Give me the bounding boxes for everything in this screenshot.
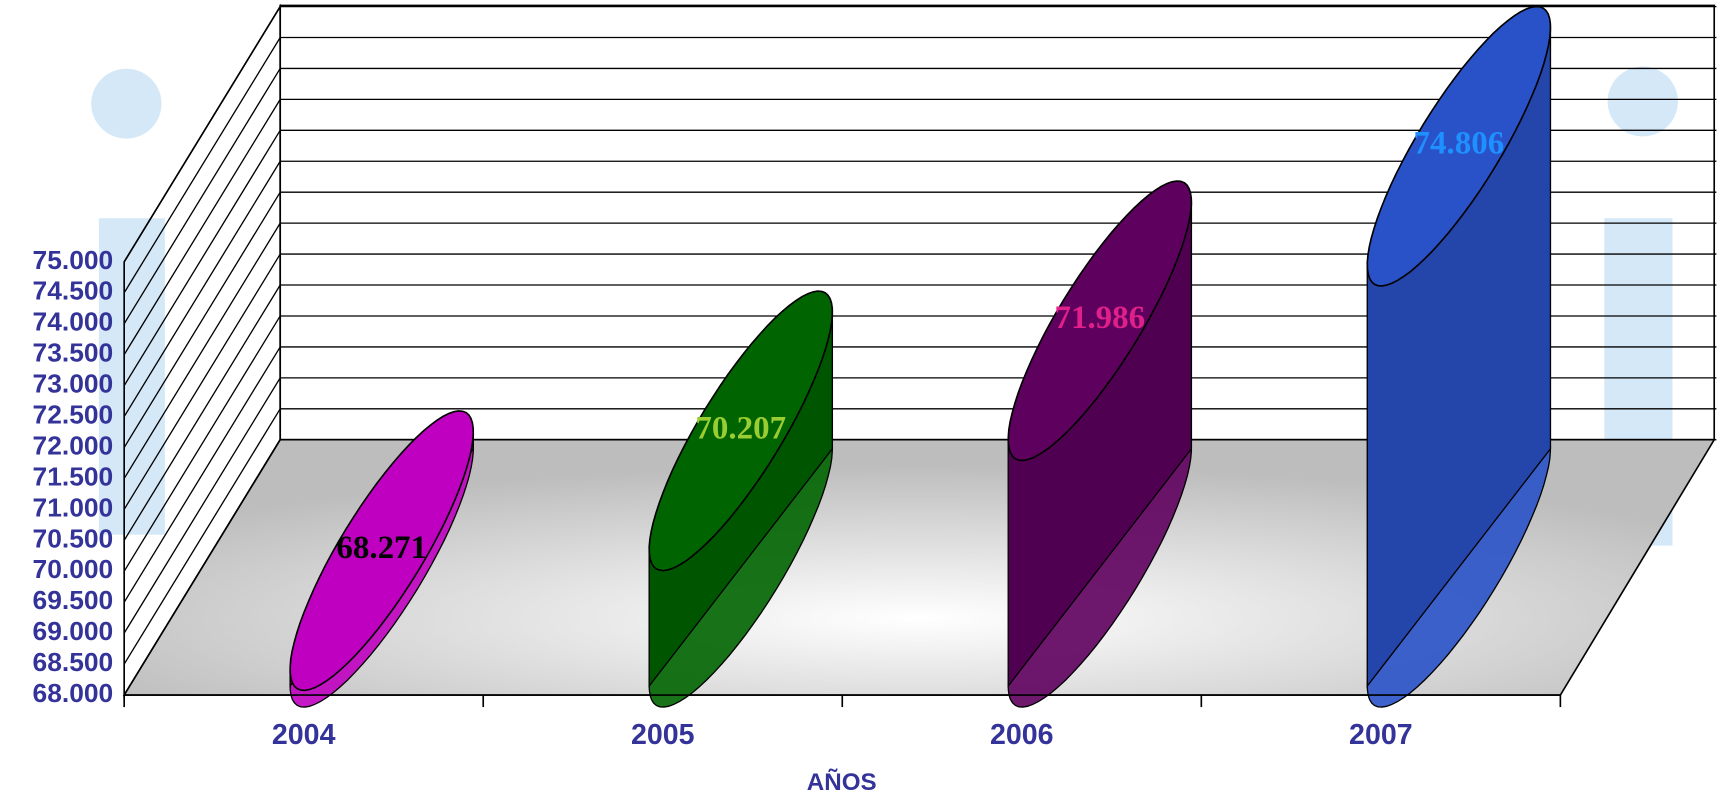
watermark: [91, 66, 1678, 546]
y-tick-label: 68.000: [33, 678, 114, 708]
x-tick-label: 2005: [631, 719, 695, 751]
x-tick-label: 2007: [1349, 719, 1413, 751]
grid-line: [123, 377, 281, 634]
y-tick-label: 73.000: [33, 369, 114, 399]
value-label: 68.271: [336, 530, 427, 566]
grid-line: [123, 160, 281, 417]
y-tick-label: 70.000: [33, 554, 114, 584]
y-tick-label: 71.000: [33, 492, 114, 522]
grid-line: [123, 222, 281, 479]
grid-line: [123, 315, 281, 572]
x-tick-label: 2004: [272, 719, 336, 751]
grid-line: [123, 346, 281, 603]
grid-line: [123, 284, 281, 541]
grid-line: [123, 99, 281, 356]
value-label: 71.986: [1054, 300, 1145, 336]
y-tick-label: 74.000: [33, 307, 114, 337]
x-axis-title: AÑOS: [807, 768, 877, 796]
x-tick-label: 2006: [990, 719, 1054, 751]
y-tick-label: 69.000: [33, 616, 114, 646]
bar-top: [648, 290, 834, 572]
y-tick-label: 69.500: [33, 585, 114, 615]
grid-line: [123, 37, 281, 294]
grid-line: [123, 408, 281, 665]
y-tick-label: 72.500: [33, 400, 114, 430]
y-tick-label: 73.500: [33, 338, 114, 368]
grid-line: [123, 439, 281, 696]
bar-top: [1366, 5, 1552, 287]
grid-line: [123, 191, 281, 448]
value-label: 74.806: [1414, 126, 1505, 162]
y-tick-label: 70.500: [33, 523, 114, 553]
y-tick-label: 75.000: [33, 245, 114, 275]
grid-line: [123, 129, 281, 386]
y-tick-label: 68.500: [33, 647, 114, 677]
grid-line: [123, 68, 281, 325]
grid-line: [123, 253, 281, 510]
y-tick-label: 72.000: [33, 431, 114, 461]
grid-line: [123, 6, 281, 263]
y-tick-label: 71.500: [33, 461, 114, 491]
y-tick-label: 74.500: [33, 276, 114, 306]
bar-top: [1007, 180, 1193, 462]
value-label: 70.207: [695, 410, 786, 446]
bar-top: [289, 410, 475, 692]
